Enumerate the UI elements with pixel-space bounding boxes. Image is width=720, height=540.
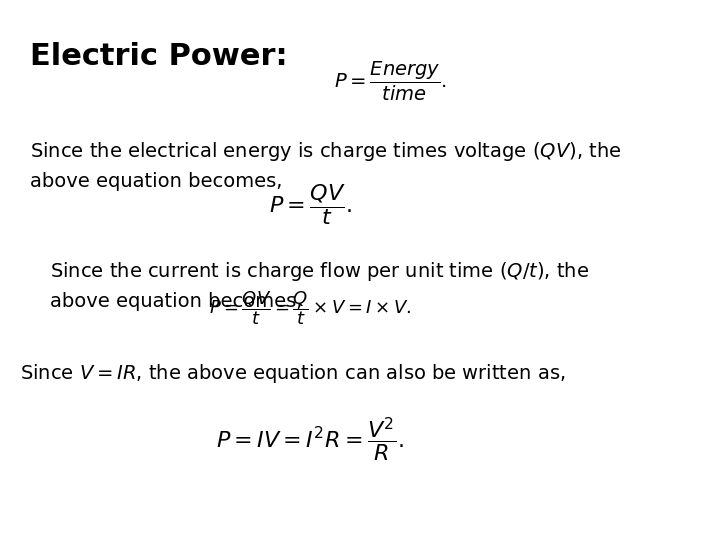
- Text: Since the current is charge flow per unit time ($Q/t$), the
above equation becom: Since the current is charge flow per uni…: [50, 260, 590, 311]
- Text: $P = \dfrac{QV}{t}.$: $P = \dfrac{QV}{t}.$: [269, 183, 351, 227]
- Text: $P = \dfrac{QV}{t} = \dfrac{Q}{t} \times V = I \times V.$: $P = \dfrac{QV}{t} = \dfrac{Q}{t} \times…: [209, 289, 411, 327]
- Text: $P = \dfrac{\mathit{Energy}}{\mathit{time}}.$: $P = \dfrac{\mathit{Energy}}{\mathit{tim…: [333, 60, 446, 103]
- Text: Since $V = IR$, the above equation can also be written as,: Since $V = IR$, the above equation can a…: [20, 362, 565, 385]
- Text: $P = IV = I^{2}R = \dfrac{V^{2}}{R}.$: $P = IV = I^{2}R = \dfrac{V^{2}}{R}.$: [216, 416, 404, 464]
- Text: Electric Power:: Electric Power:: [30, 42, 287, 71]
- Text: Since the electrical energy is charge times voltage ($QV$), the
above equation b: Since the electrical energy is charge ti…: [30, 140, 621, 191]
